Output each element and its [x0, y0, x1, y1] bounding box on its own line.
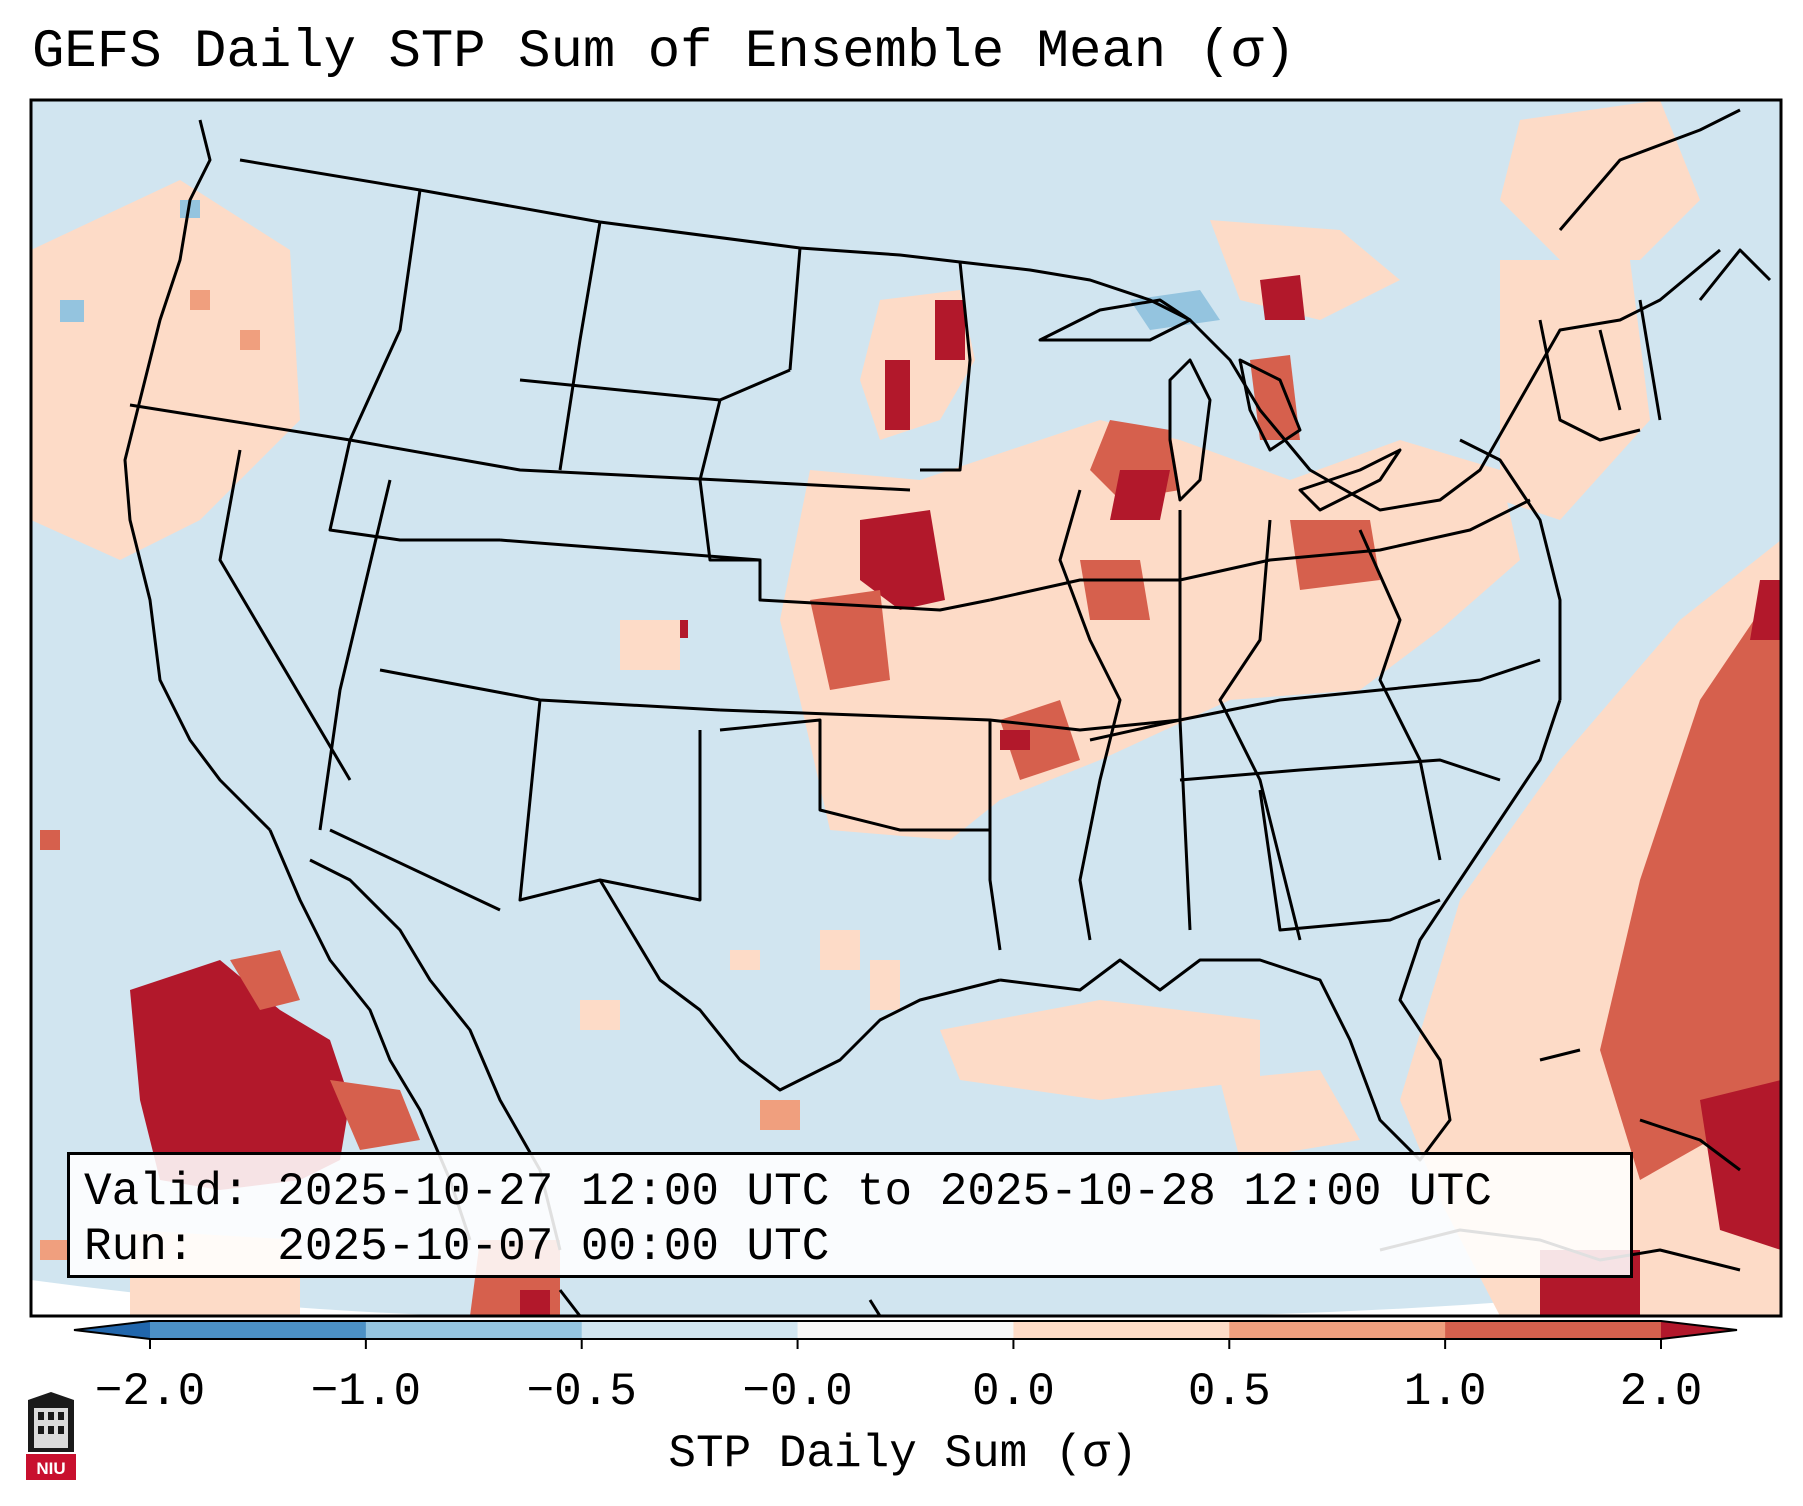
niu-logo-icon: NIU — [26, 1392, 76, 1480]
lake-michigan — [1168, 358, 1212, 502]
stp-field — [31, 100, 1781, 1316]
colorbar-tick-label: −1.0 — [310, 1366, 422, 1418]
colorbar-label: STP Daily Sum (σ) — [668, 1428, 1138, 1480]
field-region-pnw — [31, 180, 300, 560]
colorbar-under-arrow — [74, 1321, 150, 1339]
gulf-coastline — [999, 699, 1562, 1162]
field-region-pacific-sw — [130, 960, 350, 1190]
colorbar-bin — [581, 1321, 799, 1339]
lake-erie — [1298, 448, 1402, 512]
colorbar-bin — [365, 1321, 583, 1339]
valid-time-box: Valid: 2025-10-27 12:00 UTC to 2025-10-2… — [67, 1152, 1633, 1278]
atlantic-coastline — [1459, 438, 1562, 700]
colorbar-bin — [1445, 1321, 1662, 1339]
map-area — [31, 100, 1781, 1316]
run-value: 2025-10-07 00:00 UTC — [277, 1221, 830, 1273]
run-label: Run: — [84, 1221, 195, 1273]
colorbar-bin — [150, 1321, 367, 1339]
colorbar-bin — [1229, 1321, 1446, 1339]
state-boundaries — [123, 108, 1772, 1316]
lake-superior — [1038, 298, 1192, 342]
valid-value: 2025-10-27 12:00 UTC to 2025-10-28 12:00… — [277, 1166, 1492, 1218]
logo-text: NIU — [36, 1459, 65, 1478]
colorbar-tick-label: −0.0 — [742, 1366, 853, 1418]
colorbar-tick-label: −2.0 — [94, 1366, 206, 1418]
valid-label: Valid: — [84, 1166, 250, 1218]
colorbar-tick-label: −0.5 — [526, 1366, 637, 1418]
colorbar-tick-label: 0.0 — [972, 1366, 1055, 1418]
colorbar-tick-label: 0.5 — [1187, 1366, 1271, 1418]
us-mexico-border — [598, 879, 1001, 1092]
colorbar-tick-label: 2.0 — [1619, 1366, 1703, 1418]
colorbar-over-arrow — [1661, 1321, 1737, 1339]
pacific-coastline — [123, 119, 272, 832]
colorbar-tick-label: 1.0 — [1403, 1366, 1487, 1418]
colorbar — [73, 1320, 1738, 1349]
colorbar-bin — [1013, 1321, 1230, 1339]
map-title: GEFS Daily STP Sum of Ensemble Mean (σ) — [32, 22, 1296, 83]
lake-huron — [1238, 358, 1302, 452]
colorbar-bin — [797, 1321, 1014, 1339]
map-frame — [29, 98, 1783, 1318]
